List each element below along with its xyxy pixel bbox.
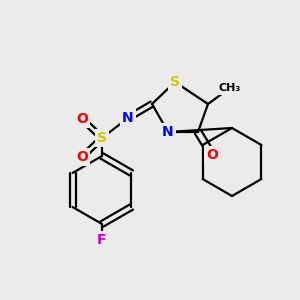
Text: O: O xyxy=(76,112,88,126)
Text: F: F xyxy=(97,233,107,247)
Text: S: S xyxy=(170,75,180,89)
Text: O: O xyxy=(76,150,88,164)
Text: S: S xyxy=(97,131,107,145)
Text: N: N xyxy=(162,125,174,139)
Text: O: O xyxy=(206,148,218,162)
Text: CH₃: CH₃ xyxy=(219,83,241,93)
Text: N: N xyxy=(122,111,134,125)
